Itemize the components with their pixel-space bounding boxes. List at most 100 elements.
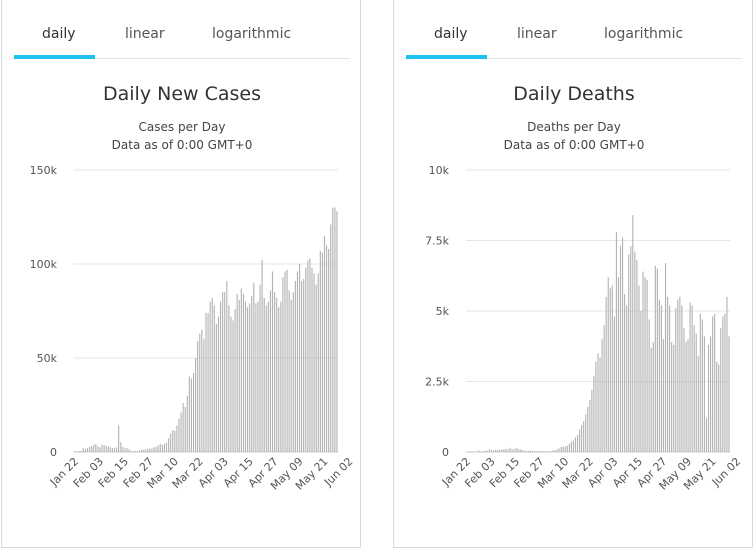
bar — [269, 290, 272, 452]
bar — [326, 245, 328, 452]
bar — [710, 336, 712, 452]
bar — [145, 449, 147, 452]
bar — [587, 406, 589, 452]
bar — [168, 438, 170, 452]
bar — [80, 450, 82, 452]
bar — [170, 433, 172, 452]
bar — [484, 450, 487, 452]
bar — [207, 312, 209, 452]
bar — [681, 305, 683, 452]
bar — [280, 301, 282, 452]
bar — [511, 449, 513, 452]
bar — [693, 325, 695, 452]
bar — [544, 451, 546, 452]
bar — [515, 448, 517, 452]
bar — [151, 448, 153, 452]
bar — [209, 301, 211, 452]
tab-daily[interactable]: daily — [434, 26, 468, 42]
bar — [615, 232, 617, 452]
bar — [219, 301, 222, 452]
tab-daily[interactable]: daily — [42, 26, 76, 42]
bar — [143, 449, 145, 452]
bar — [282, 277, 284, 452]
bar — [328, 248, 330, 452]
bar — [217, 316, 220, 452]
bar — [677, 299, 679, 452]
bar — [525, 451, 527, 452]
bar — [574, 437, 577, 452]
bar — [503, 449, 505, 452]
bar — [654, 265, 656, 452]
bar — [232, 320, 234, 452]
bar — [632, 215, 634, 452]
bar — [509, 447, 511, 452]
bar — [201, 329, 203, 452]
bar — [176, 425, 178, 452]
tab-linear[interactable]: linear — [125, 26, 165, 42]
bar — [84, 448, 86, 452]
bar — [724, 313, 726, 452]
bar — [263, 297, 265, 452]
bar — [517, 448, 519, 452]
bar — [685, 342, 687, 452]
chart-subtitle: Data as of 0:00 GMT+0 — [504, 138, 645, 152]
bar — [288, 290, 290, 452]
bar — [203, 339, 205, 452]
chart-tabs: daily linear logarithmic — [394, 0, 752, 60]
daily-deaths-panel: daily linear logarithmic Daily Deaths Dea… — [393, 0, 753, 548]
bar — [271, 271, 274, 452]
bar — [564, 446, 566, 452]
y-tick-label: 7.5k — [425, 235, 449, 248]
chart-subtitle: Cases per Day — [139, 120, 226, 134]
bar — [286, 269, 288, 452]
bar — [570, 441, 572, 452]
bar — [309, 258, 311, 452]
bar — [628, 254, 630, 452]
bar — [236, 294, 238, 452]
tab-linear[interactable]: linear — [517, 26, 557, 42]
y-tick-label: 10k — [429, 164, 450, 177]
bar — [546, 451, 548, 452]
bar — [107, 446, 109, 452]
bar — [261, 260, 263, 452]
bar — [91, 445, 93, 452]
bar — [93, 444, 95, 452]
bar — [224, 292, 226, 452]
bar — [669, 305, 671, 452]
bar — [136, 451, 138, 452]
bar — [650, 347, 652, 452]
bar — [726, 296, 728, 452]
bar — [113, 448, 116, 452]
bar — [605, 296, 607, 452]
bar — [101, 444, 103, 452]
bar — [97, 446, 99, 452]
bar — [611, 285, 613, 452]
bar — [601, 339, 603, 452]
bar — [290, 299, 292, 452]
bar — [468, 451, 470, 453]
active-tab-indicator — [14, 55, 95, 59]
bar — [691, 305, 693, 452]
bar — [476, 451, 478, 452]
bar — [205, 312, 207, 452]
bar — [86, 448, 89, 452]
bar — [622, 237, 624, 452]
bar — [644, 277, 646, 452]
bar — [188, 376, 190, 452]
tab-logarithmic[interactable]: logarithmic — [212, 26, 292, 42]
bar — [95, 444, 97, 452]
bar — [251, 295, 253, 452]
bar — [707, 344, 710, 452]
y-tick-label: 2.5k — [425, 376, 449, 389]
tab-logarithmic[interactable]: logarithmic — [604, 26, 684, 42]
bar — [591, 389, 593, 452]
active-tab-indicator — [406, 55, 487, 59]
bar — [298, 264, 301, 452]
bar — [497, 449, 499, 452]
bar — [103, 445, 105, 452]
bar — [720, 327, 722, 452]
bar — [301, 280, 303, 452]
bar — [683, 327, 685, 452]
bar — [697, 356, 699, 452]
bar — [174, 430, 176, 452]
